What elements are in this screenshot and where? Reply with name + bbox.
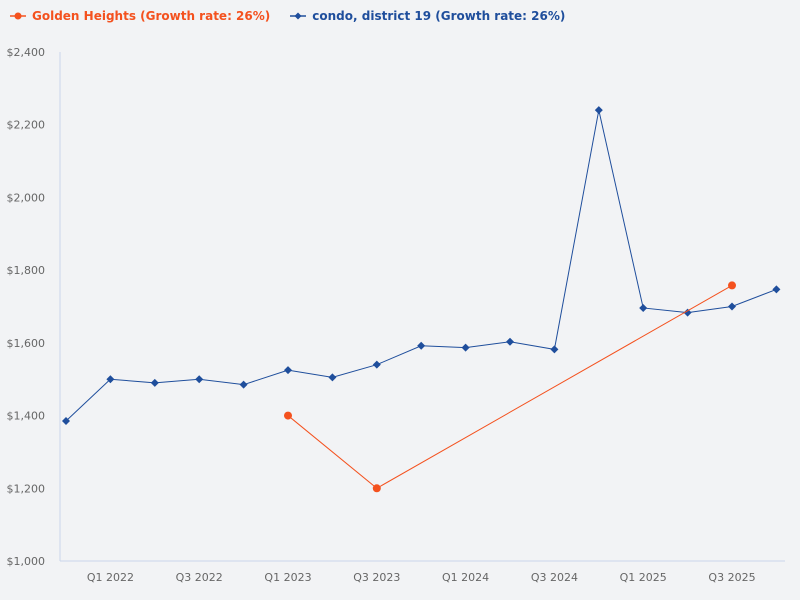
- x-tick-label: Q1 2024: [442, 571, 489, 584]
- data-point: [239, 380, 248, 389]
- x-tick-label: Q3 2022: [176, 571, 223, 584]
- x-tick-label: Q1 2023: [264, 571, 311, 584]
- x-tick-label: Q3 2024: [531, 571, 578, 584]
- legend-item-golden-heights[interactable]: Golden Heights (Growth rate: 26%): [10, 9, 270, 23]
- data-point: [62, 417, 70, 426]
- data-point: [683, 308, 692, 317]
- x-tick-label: Q1 2025: [620, 571, 667, 584]
- data-point: [594, 106, 603, 115]
- y-tick-label: $1,200: [7, 482, 46, 495]
- data-point: [284, 411, 292, 420]
- y-tick-label: $2,400: [7, 46, 46, 59]
- circle-marker-icon: [10, 12, 26, 20]
- y-tick-label: $1,400: [7, 410, 46, 423]
- data-point: [461, 343, 470, 352]
- data-point: [106, 375, 115, 384]
- data-point: [772, 285, 781, 294]
- data-point: [372, 484, 381, 493]
- data-point: [550, 345, 559, 354]
- data-point: [372, 360, 381, 369]
- legend-label: condo, district 19 (Growth rate: 26%): [312, 9, 566, 23]
- legend-label: Golden Heights (Growth rate: 26%): [32, 9, 271, 23]
- data-point: [328, 373, 337, 382]
- data-point: [195, 375, 204, 384]
- y-tick-label: $2,000: [7, 191, 46, 204]
- x-tick-label: Q3 2025: [708, 571, 755, 584]
- y-tick-label: $1,000: [7, 555, 46, 568]
- legend: Golden Heights (Growth rate: 26%) condo,…: [10, 9, 565, 23]
- x-tick-label: Q3 2023: [353, 571, 400, 584]
- y-tick-label: $2,200: [7, 119, 46, 132]
- legend-item-condo-district-19[interactable]: condo, district 19 (Growth rate: 26%): [290, 9, 565, 23]
- data-point: [728, 281, 736, 290]
- data-point: [639, 303, 648, 312]
- y-tick-label: $1,800: [7, 264, 46, 277]
- data-point: [284, 366, 292, 375]
- data-point: [506, 337, 514, 346]
- series-line: [65, 110, 777, 422]
- y-tick-label: $1,600: [7, 337, 46, 350]
- data-point: [417, 341, 426, 350]
- data-point: [728, 302, 736, 311]
- x-tick-label: Q1 2022: [87, 571, 134, 584]
- series-line: [287, 284, 733, 489]
- data-point: [150, 378, 159, 387]
- diamond-marker-icon: [290, 12, 307, 20]
